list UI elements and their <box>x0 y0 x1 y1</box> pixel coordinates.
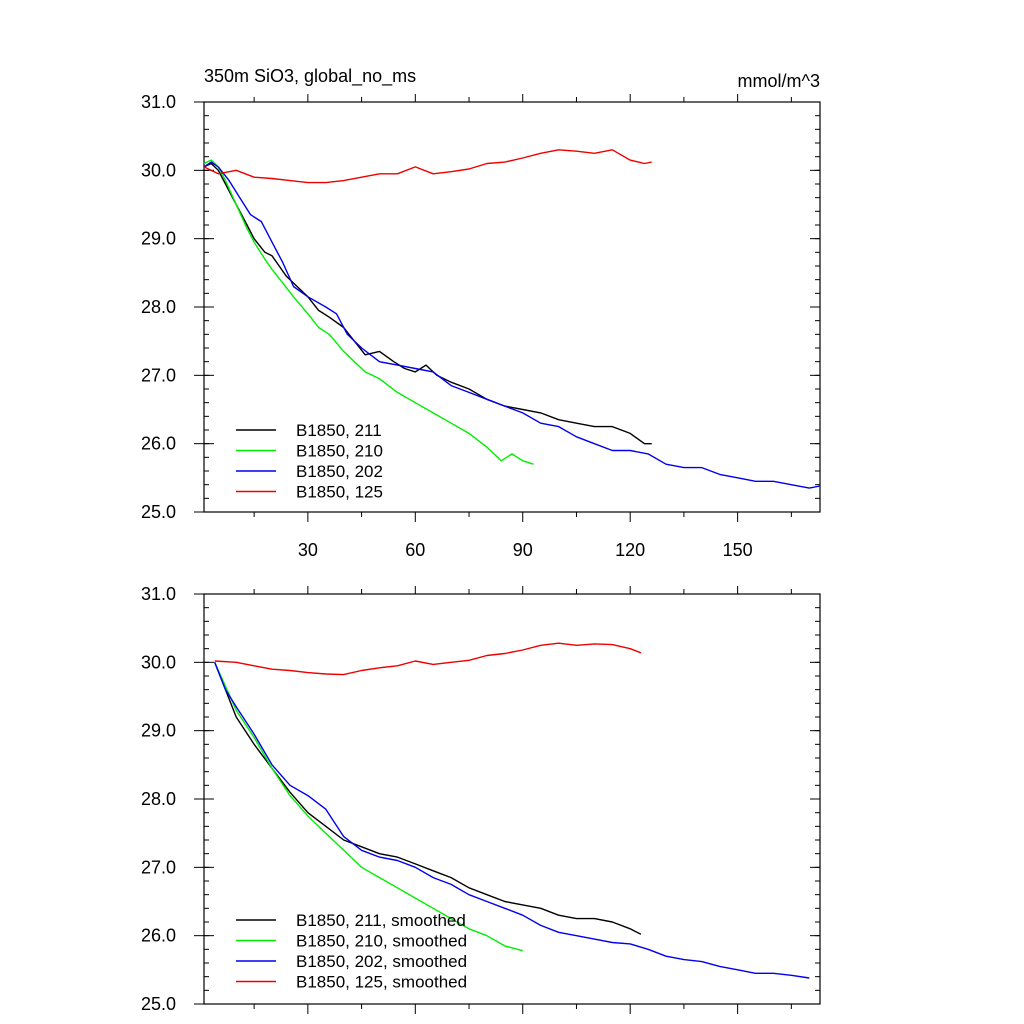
x-tick-label: 30 <box>298 540 318 560</box>
y-tick-label: 31.0 <box>141 92 176 112</box>
y-tick-label: 29.0 <box>141 721 176 741</box>
legend-label-1: B1850, 210, smoothed <box>296 932 467 951</box>
series-line-2 <box>214 662 810 979</box>
y-tick-label: 26.0 <box>141 434 176 454</box>
legend-label-2: B1850, 202 <box>296 462 383 481</box>
series-line-2 <box>203 161 821 489</box>
top-series-lines <box>203 149 821 489</box>
series-line-3 <box>203 149 652 184</box>
legend-label-0: B1850, 211, smoothed <box>296 911 466 930</box>
series-line-3 <box>214 642 642 676</box>
series-line-0 <box>203 162 652 445</box>
series-line-1 <box>203 159 534 465</box>
chart-units: mmol/m^3 <box>738 71 820 91</box>
y-tick-label: 25.0 <box>141 502 176 522</box>
y-tick-label: 25.0 <box>141 994 176 1014</box>
y-tick-label: 27.0 <box>141 857 176 877</box>
legend-label-1: B1850, 210 <box>296 442 383 461</box>
series-line-1 <box>214 662 523 952</box>
x-tick-label: 90 <box>513 540 533 560</box>
chart-title: 350m SiO3, global_no_ms <box>204 66 416 87</box>
x-tick-label: 150 <box>723 540 753 560</box>
legend-label-3: B1850, 125 <box>296 483 383 502</box>
top-axis-ticks: 25.0 26.0 27.0 28.0 29.0 30.0 31.0 30 60 90 120 150 <box>141 92 820 560</box>
y-tick-label: 29.0 <box>141 229 176 249</box>
legend-label-2: B1850, 202, smoothed <box>296 952 467 971</box>
y-tick-label: 30.0 <box>141 652 176 672</box>
legend-label-0: B1850, 211 <box>296 421 382 440</box>
bottom-legend: B1850, 211, smoothed B1850, 210, smoothed… <box>236 911 467 992</box>
legend-label-3: B1850, 125, smoothed <box>296 973 467 992</box>
series-line-0 <box>214 662 642 935</box>
y-tick-label: 31.0 <box>141 584 176 604</box>
x-tick-label: 120 <box>615 540 645 560</box>
bottom-series-lines <box>214 642 810 979</box>
bottom-panel: 25.0 26.0 27.0 28.0 29.0 30.0 31.0 B1850, 211,… <box>141 584 821 1014</box>
y-tick-label: 28.0 <box>141 297 176 317</box>
x-tick-label: 60 <box>405 540 425 560</box>
y-tick-label: 27.0 <box>141 365 176 385</box>
y-tick-label: 26.0 <box>141 926 176 946</box>
y-tick-label: 30.0 <box>141 160 176 180</box>
y-tick-label: 28.0 <box>141 789 176 809</box>
bottom-axis-ticks: 25.0 26.0 27.0 28.0 29.0 30.0 31.0 <box>141 584 820 1014</box>
top-panel: 350m SiO3, global_no_ms mmol/m^3 25.0 26.… <box>141 66 821 560</box>
